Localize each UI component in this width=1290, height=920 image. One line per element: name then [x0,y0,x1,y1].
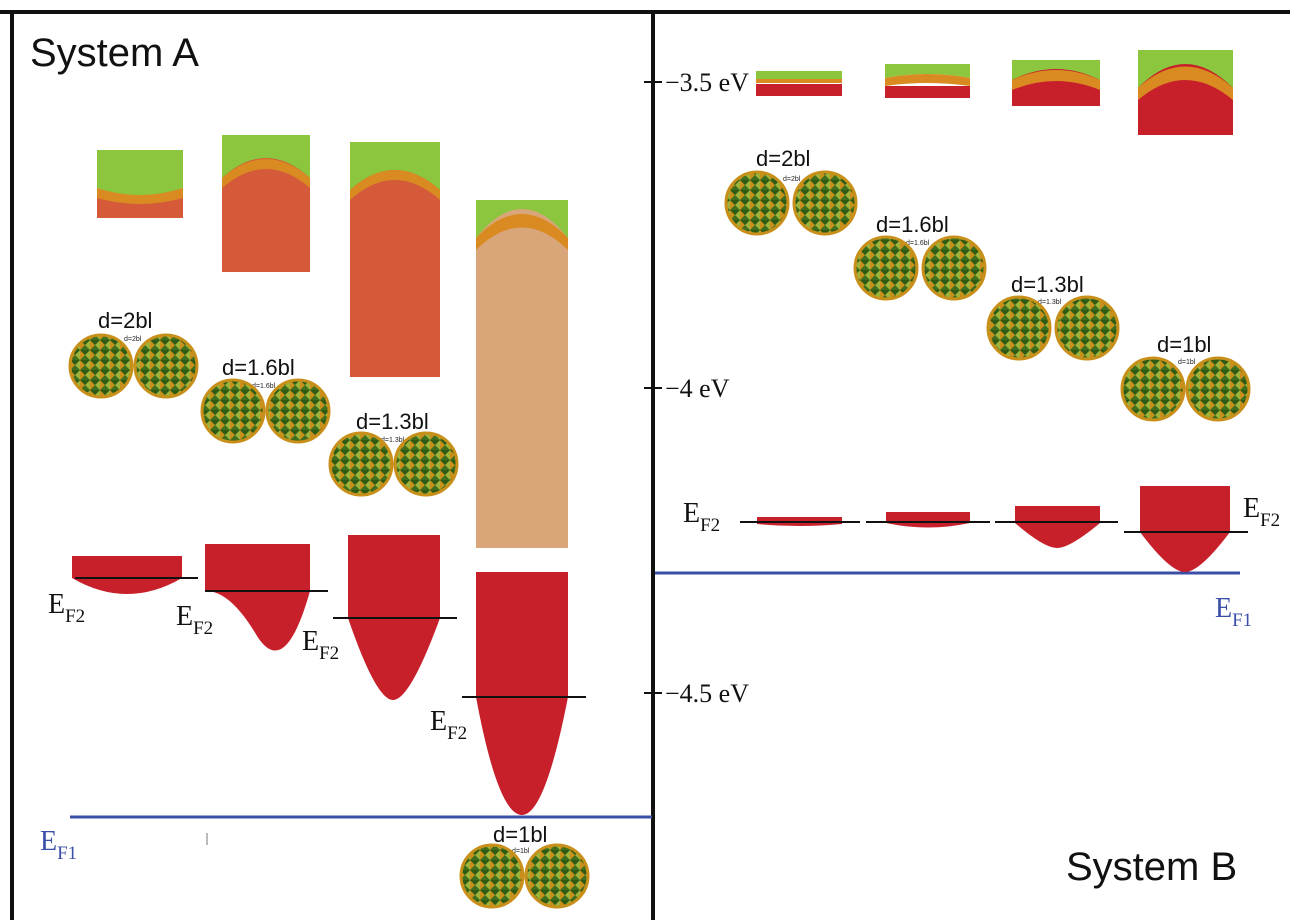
system-a-panel-d2-valence-band [72,556,182,594]
system-a-panel-d1_3-ef2-label: EF2 [302,626,339,664]
system-b-panel-d1_3-label: d=1.3bl [1011,272,1084,297]
system-a-panel-d2-inset-label: d=2bl [124,336,142,343]
system-b-panel-d1_6-band-strip [885,64,970,98]
system-b-panel-d2-nanoparticle-pair [724,170,858,236]
system-a-panel-d2-conduction-band [97,150,183,218]
system-a-panel-d1-label: d=1bl [493,822,547,847]
system-a-panel-d1_3-inset-label: d=1.3bl [381,437,405,444]
system-b-panel-d2-band-strip [756,71,842,96]
axis-tick-label-4-5: −4.5 eV [665,679,749,708]
system-b-ef2-label: EF2 [683,498,720,536]
system-b-panel-d1-valence-band [1140,486,1230,572]
system-a-panel-d1_3-conduction-band [350,142,440,377]
system-a-panel-d1_3-label: d=1.3bl [356,409,429,434]
axis-tick-label-3-5: −3.5 eV [665,68,749,97]
system-b-panel-d1-nanoparticle-pair [1120,356,1251,422]
system-b-panel-d2-inset-label: d=2bl [783,176,801,183]
system-a-panel-d2-nanoparticle-pair [68,333,199,399]
system-b-ef1-label: EF1 [1215,593,1252,631]
system-a-panel-d1_6-valence-band [205,544,310,651]
system-a-title: System A [30,31,199,75]
system-a-panel-d1_6-label: d=1.6bl [222,355,295,380]
system-b-panel-d1_6-label: d=1.6bl [876,212,949,237]
system-a-panel-d1-conduction-band [476,200,568,548]
system-b-panel-d1_3-inset-label: d=1.3bl [1038,299,1062,306]
system-b-panel-d2-label: d=2bl [756,146,810,171]
system-a-panel-d1-inset-label: d=1bl [512,848,530,855]
system-b-title: System B [1066,845,1237,889]
system-b-panel-d1_3-valence-band [1015,506,1100,548]
system-b-panel-d1_6-valence-band [886,512,970,528]
system-b-panel-d1-band-strip [1138,50,1233,135]
system-a-panel-d1_6-conduction-band [222,135,310,272]
system-a-panel-d1-ef2-label: EF2 [430,706,467,744]
system-a-panel-d1_6-nanoparticle-pair [200,378,331,444]
system-a-panel-d1-valence-band [476,572,568,815]
system-a-panel-d1_3-nanoparticle-pair [328,431,459,497]
system-b-panel-d1_3-nanoparticle-pair [986,295,1120,361]
system-b-panel-d1-inset-label: d=1bl [1178,359,1196,366]
system-b-ef2-label-right: EF2 [1243,493,1280,531]
system-b-panel-d1_6-inset-label: d=1.6bl [906,240,930,247]
system-a-panel-d2-ef2-label: EF2 [48,589,85,627]
system-a-panel-d1_6-ef2-label: EF2 [176,601,213,639]
system-b-panel-d1-label: d=1bl [1157,332,1211,357]
system-a-panel-d2-label: d=2bl [98,308,152,333]
system-b-panel-d1_3-band-strip [1012,60,1100,106]
system-a-panel-d1-nanoparticle-pair [459,843,590,909]
system-a-panel-d1_6-inset-label: d=1.6bl [252,383,276,390]
system-a-ef1-label: EF1 [40,826,77,864]
system-b-panel-d1_6-nanoparticle-pair [853,235,987,301]
axis-tick-label-4: −4 eV [665,374,730,403]
